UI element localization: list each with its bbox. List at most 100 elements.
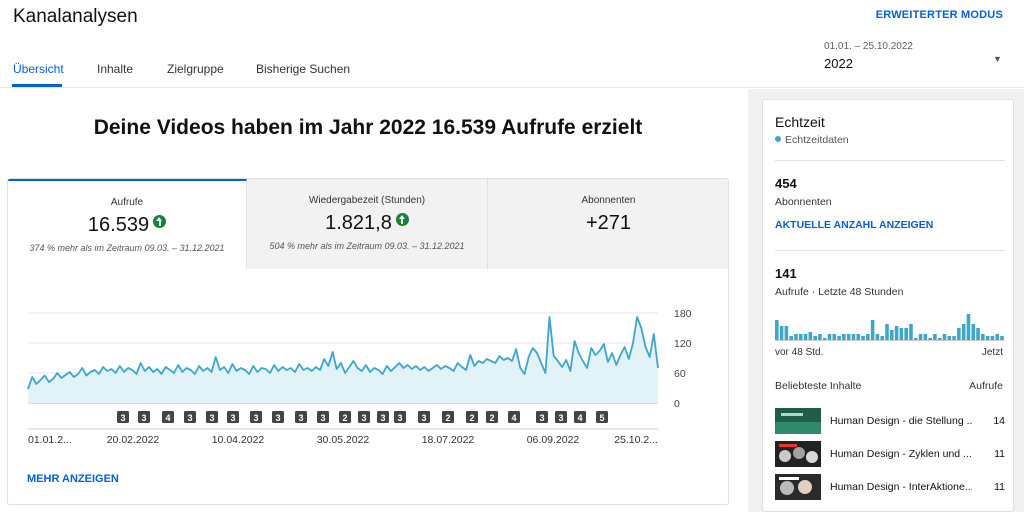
chevron-down-icon[interactable]: ▼ xyxy=(993,54,1002,64)
realtime-bar xyxy=(822,338,827,340)
y-tick-label: 120 xyxy=(674,338,692,350)
realtime-bar xyxy=(808,332,813,340)
metric-value: 16.539 xyxy=(8,214,246,237)
realtime-bar xyxy=(875,334,880,340)
realtime-bar xyxy=(851,334,856,340)
advanced-mode-link[interactable]: ERWEITERTER MODUS xyxy=(875,9,1003,21)
divider xyxy=(775,250,1005,251)
page-title: Kanalanalysen xyxy=(13,6,138,27)
realtime-bar xyxy=(909,324,913,340)
active-tab-indicator xyxy=(12,84,62,87)
metric-tab-subscribers[interactable]: Abonnenten +271 xyxy=(488,179,728,269)
realtime-bar xyxy=(976,328,980,340)
upload-marker xyxy=(394,411,406,423)
realtime-views-count: 141 xyxy=(775,266,797,281)
metric-label: Wiedergabezeit (Stunden) xyxy=(308,195,426,206)
x-tick-label: 01.01.2... xyxy=(28,434,72,446)
video-title: Human Design - InterAktione... xyxy=(830,481,972,493)
upload-marker-count: 4 xyxy=(511,413,516,423)
upload-marker-count: 3 xyxy=(361,413,366,423)
x-tick-label: 18.07.2022 xyxy=(422,434,475,446)
tab-past-searches[interactable]: Bisherige Suchen xyxy=(256,62,351,76)
realtime-bar-chart xyxy=(775,314,1005,341)
realtime-axis-end: Jetzt xyxy=(981,347,1003,358)
show-live-count-link[interactable]: AKTUELLE ANZAHL ANZEIGEN xyxy=(775,219,934,231)
top-bar: Kanalanalysen ERWEITERTER MODUS Übersich… xyxy=(0,0,1024,88)
x-tick-label: 25.10.2... xyxy=(614,434,658,446)
upload-marker xyxy=(377,411,389,423)
realtime-bar xyxy=(990,336,995,340)
realtime-bar xyxy=(1000,336,1004,340)
realtime-bar xyxy=(870,320,875,340)
date-selector-value[interactable]: 2022 xyxy=(824,56,853,71)
realtime-bar xyxy=(813,336,817,340)
realtime-bar xyxy=(784,326,789,340)
metric-value: 1.821,8 xyxy=(247,212,487,235)
upload-marker xyxy=(555,411,567,423)
video-views: 11 xyxy=(994,481,1005,493)
upload-marker-count: 5 xyxy=(599,413,604,423)
date-range[interactable]: 01.01. – 25.10.2022 xyxy=(824,41,913,52)
upload-marker xyxy=(250,411,262,423)
upload-marker-count: 4 xyxy=(577,413,582,423)
realtime-axis-start: vor 48 Std. xyxy=(775,347,824,358)
upload-marker xyxy=(272,411,284,423)
upload-marker-count: 2 xyxy=(342,413,347,423)
area-fill xyxy=(28,317,658,403)
upload-marker xyxy=(227,411,239,423)
upload-marker-count: 2 xyxy=(469,413,474,423)
popular-content-heading: Beliebteste Inhalte xyxy=(775,380,862,392)
metric-number: 16.539 xyxy=(87,214,150,236)
metric-tab-watchtime[interactable]: Wiedergabezeit (Stunden) 1.821,8 504 % m… xyxy=(247,179,488,269)
realtime-bar xyxy=(899,328,904,340)
realtime-bar xyxy=(789,336,793,340)
upload-marker-count: 2 xyxy=(445,413,450,423)
upload-marker-count: 3 xyxy=(209,413,214,423)
realtime-bar xyxy=(971,324,976,340)
upload-marker xyxy=(162,411,174,423)
realtime-bar xyxy=(779,326,784,340)
video-thumbnail xyxy=(775,441,821,467)
realtime-bar xyxy=(928,338,932,340)
realtime-views-label: Aufrufe · Letzte 48 Stunden xyxy=(775,286,904,298)
tab-audience[interactable]: Zielgruppe xyxy=(167,62,224,76)
y-tick-label: 60 xyxy=(674,368,686,380)
popular-item[interactable]: Human Design - die Stellung ... 14 xyxy=(775,408,1005,434)
upload-marker xyxy=(295,411,307,423)
x-tick-label: 06.09.2022 xyxy=(527,434,580,446)
realtime-bar xyxy=(880,336,885,340)
video-views: 11 xyxy=(994,448,1005,460)
realtime-bar xyxy=(842,334,846,340)
realtime-bar xyxy=(937,338,942,340)
realtime-bar xyxy=(957,328,961,340)
popular-item[interactable]: Human Design - InterAktione... 11 xyxy=(775,474,1005,500)
upload-marker xyxy=(574,411,586,423)
upload-marker xyxy=(418,411,430,423)
realtime-bar xyxy=(837,336,841,340)
x-tick-label: 20.02.2022 xyxy=(107,434,160,446)
tab-overview[interactable]: Übersicht xyxy=(13,62,64,76)
realtime-bar xyxy=(803,334,808,340)
upload-marker-count: 3 xyxy=(298,413,303,423)
metric-tab-views[interactable]: Aufrufe 16.539 374 % mehr als im Zeitrau… xyxy=(8,179,247,269)
realtime-bar xyxy=(904,328,908,340)
upload-marker xyxy=(536,411,548,423)
upload-marker xyxy=(466,411,478,423)
realtime-bar xyxy=(885,324,889,340)
upload-marker xyxy=(339,411,351,423)
realtime-bar xyxy=(947,336,952,340)
upload-marker-count: 3 xyxy=(397,413,402,423)
upload-marker xyxy=(596,411,608,423)
upload-marker xyxy=(508,411,520,423)
upload-marker xyxy=(486,411,498,423)
show-more-link[interactable]: MEHR ANZEIGEN xyxy=(27,473,119,485)
realtime-bar xyxy=(794,334,798,340)
upload-marker-count: 3 xyxy=(120,413,125,423)
x-tick-label: 10.04.2022 xyxy=(212,434,265,446)
realtime-bar xyxy=(933,334,937,340)
tab-content[interactable]: Inhalte xyxy=(97,62,134,76)
metric-comparison: 504 % mehr als im Zeitraum 09.03. – 31.1… xyxy=(269,241,465,251)
popular-item[interactable]: Human Design - Zyklen und ... 11 xyxy=(775,441,1005,467)
upload-marker-count: 3 xyxy=(421,413,426,423)
realtime-bar xyxy=(818,334,822,340)
